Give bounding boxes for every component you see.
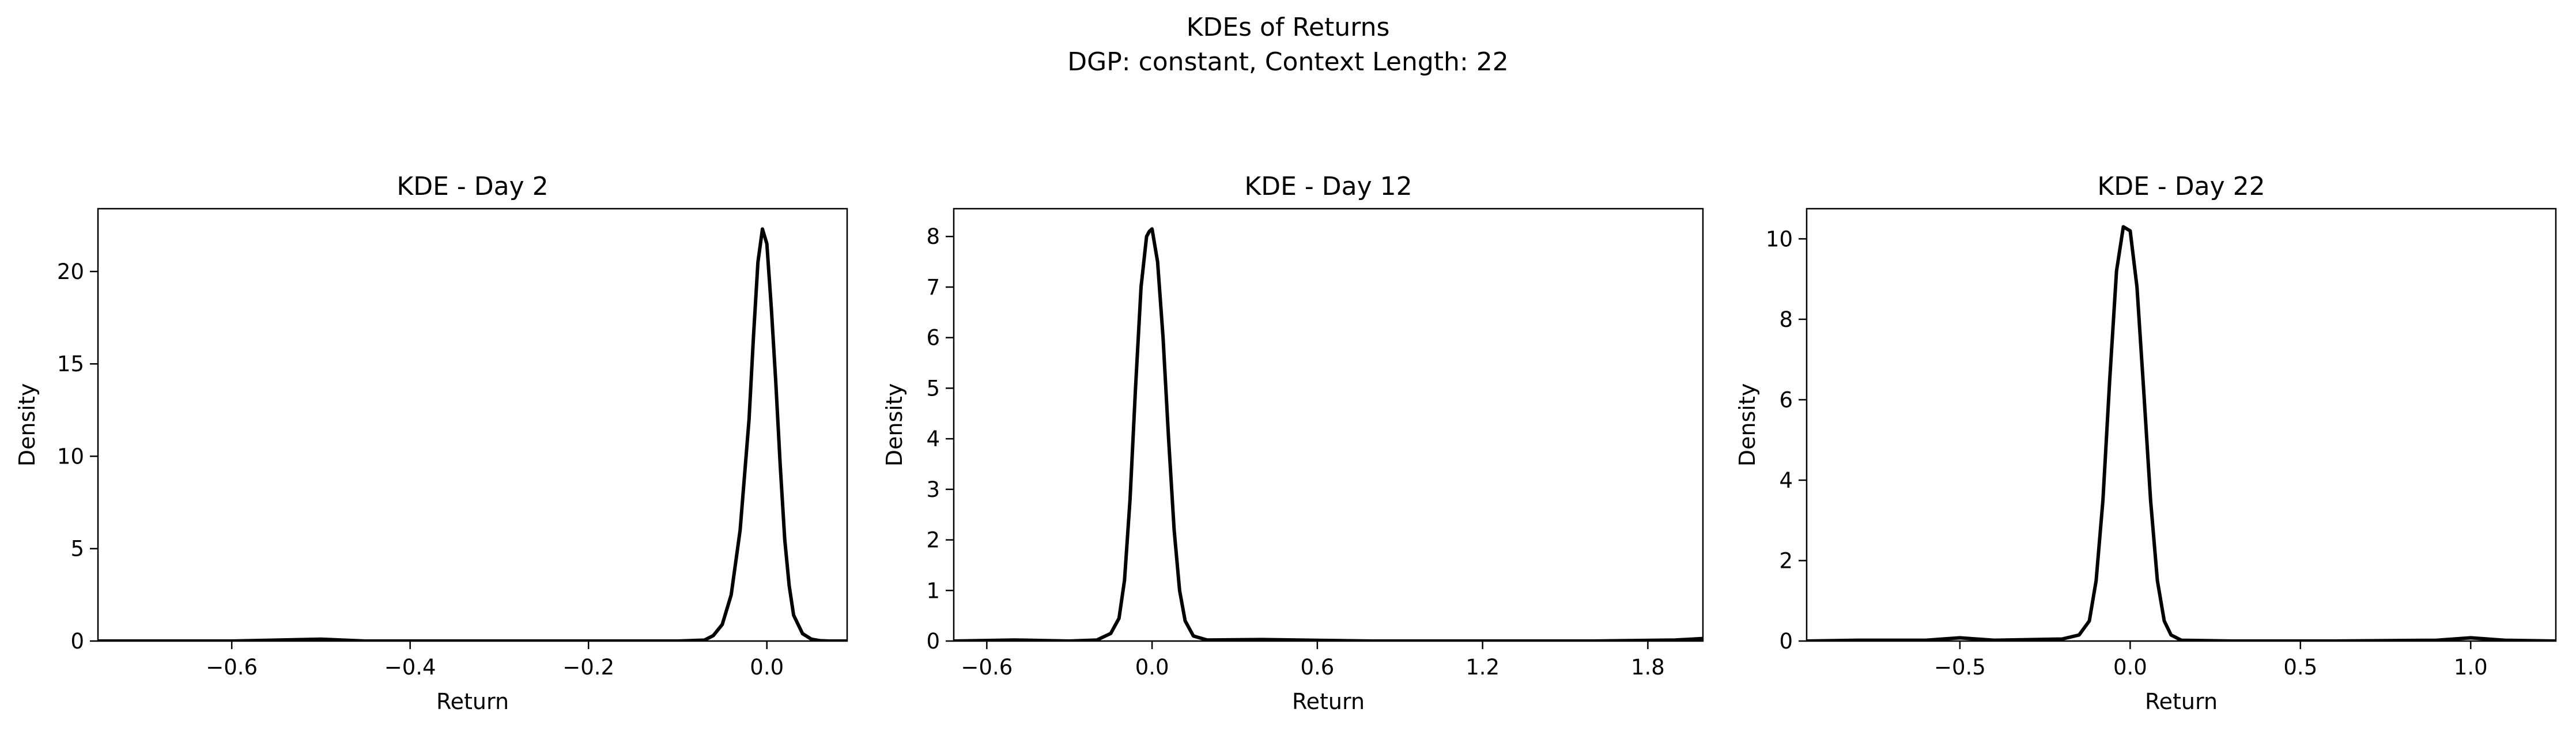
x-tick-label: −0.5 [1934, 655, 1986, 680]
subplot-3: −0.5 0.0 0.5 1.0 0 2 4 6 8 10 KDE - Day 22 Return De… [1735, 172, 2557, 714]
x-axis-label: Return [1292, 689, 1365, 714]
subplot-title: KDE - Day 12 [1244, 172, 1412, 201]
subplot-title: KDE - Day 2 [396, 172, 548, 201]
figure-subtitle: DGP: constant, Context Length: 22 [1067, 47, 1509, 77]
y-tick-label: 3 [926, 477, 940, 502]
x-tick-label: −0.6 [206, 655, 258, 680]
y-tick-label: 15 [57, 352, 84, 376]
y-tick-label: 6 [1779, 387, 1793, 412]
x-axis-label: Return [2145, 689, 2218, 714]
y-tick-label: 2 [926, 528, 940, 553]
y-axis-label: Density [14, 383, 40, 466]
y-tick-label: 6 [926, 326, 940, 350]
subplot-title: KDE - Day 22 [2097, 172, 2265, 201]
y-tick-label: 5 [926, 376, 940, 401]
y-axis-label: Density [882, 383, 907, 466]
axes-frame [1806, 208, 2557, 642]
x-tick-label: 0.5 [2283, 655, 2317, 680]
y-tick-label: 8 [926, 224, 940, 249]
y-tick-label: 0 [926, 629, 940, 654]
y-tick-label: 1 [926, 578, 940, 603]
x-tick-label: −0.6 [961, 655, 1013, 680]
figure-title: KDEs of Returns [1187, 13, 1390, 42]
y-tick-label: 0 [70, 629, 84, 654]
x-tick-label: 0.6 [1300, 655, 1334, 680]
x-tick-label: −0.2 [562, 655, 614, 680]
axes-frame [97, 208, 848, 642]
x-axis-label: Return [436, 689, 509, 714]
y-tick-label: 2 [1779, 548, 1793, 573]
y-tick-label: 4 [926, 427, 940, 451]
y-tick-label: 20 [57, 259, 84, 284]
subplot-1: −0.6 −0.4 −0.2 0.0 0 5 10 15 20 KDE - Day 2 Return… [14, 172, 848, 714]
kde-line-1 [98, 227, 847, 641]
x-tick-label: 0.0 [750, 655, 784, 680]
y-tick-label: 10 [57, 444, 84, 469]
y-axis-label: Density [1735, 383, 1760, 466]
x-tick-label: 0.0 [1135, 655, 1169, 680]
y-tick-label: 5 [70, 537, 84, 561]
x-tick-label: 1.8 [1631, 655, 1665, 680]
y-tick-label: 0 [1779, 629, 1793, 654]
axes-frame [953, 208, 1704, 642]
y-tick-label: 10 [1766, 227, 1793, 251]
x-tick-label: −0.4 [384, 655, 436, 680]
kde-line-1 [1807, 225, 2556, 641]
y-tick-label: 4 [1779, 468, 1793, 493]
x-tick-label: 0.0 [2113, 655, 2147, 680]
x-tick-label: 1.0 [2454, 655, 2488, 680]
y-tick-label: 7 [926, 275, 940, 300]
y-tick-label: 8 [1779, 307, 1793, 332]
subplot-2: −0.6 0.0 0.6 1.2 1.8 0 1 2 3 4 5 6 7 8 KDE - Day 12 Ret… [882, 172, 1704, 714]
x-tick-label: 1.2 [1465, 655, 1499, 680]
